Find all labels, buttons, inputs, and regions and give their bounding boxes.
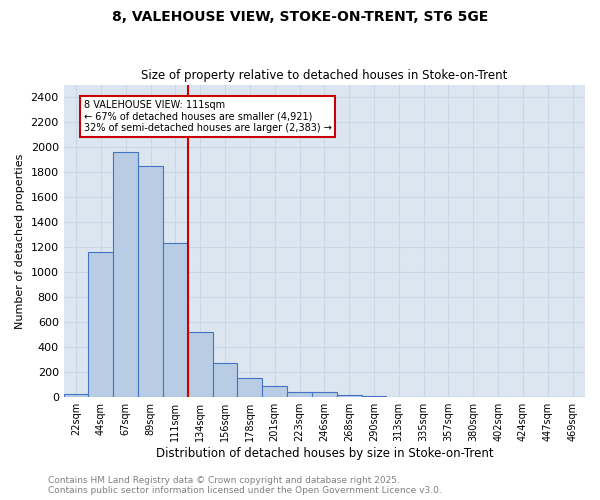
Bar [138,166,163,397]
Bar [386,396,411,397]
Bar [188,332,212,397]
Bar [212,363,238,397]
Bar [64,394,88,397]
Text: 8 VALEHOUSE VIEW: 111sqm
← 67% of detached houses are smaller (4,921)
32% of sem: 8 VALEHOUSE VIEW: 111sqm ← 67% of detach… [83,100,331,133]
Bar [337,396,362,397]
Bar [88,252,113,397]
Bar [362,396,386,397]
Bar [163,244,188,397]
Bar [238,378,262,397]
Text: Contains HM Land Registry data © Crown copyright and database right 2025.
Contai: Contains HM Land Registry data © Crown c… [48,476,442,495]
Y-axis label: Number of detached properties: Number of detached properties [15,153,25,328]
Text: 8, VALEHOUSE VIEW, STOKE-ON-TRENT, ST6 5GE: 8, VALEHOUSE VIEW, STOKE-ON-TRENT, ST6 5… [112,10,488,24]
Bar [113,152,138,397]
X-axis label: Distribution of detached houses by size in Stoke-on-Trent: Distribution of detached houses by size … [155,447,493,460]
Bar [312,392,337,397]
Bar [262,386,287,397]
Title: Size of property relative to detached houses in Stoke-on-Trent: Size of property relative to detached ho… [141,69,508,82]
Bar [287,392,312,397]
